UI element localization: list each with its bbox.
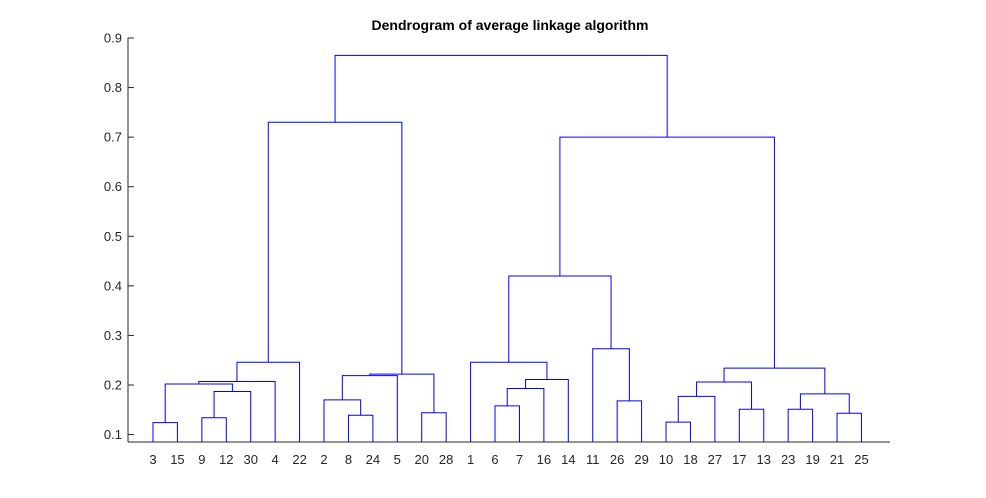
dendrogram-link-m27: [723, 367, 826, 394]
dendrogram-link-m26: [799, 393, 850, 414]
x-tick-label: 5: [394, 452, 401, 467]
y-tick-label: 0.4: [104, 278, 122, 293]
x-tick-label: 11: [586, 452, 600, 467]
dendrogram-link-m13: [494, 405, 520, 442]
dendrogram-link-m16: [470, 361, 548, 442]
dendrogram-link-m22: [738, 408, 765, 442]
dendrogram-link-m12: [267, 121, 403, 375]
dendrogram-link-m10: [421, 412, 447, 442]
dendrogram-link-m23: [696, 381, 753, 410]
dendrogram-link-m18: [592, 348, 630, 442]
y-tick-label: 0.1: [104, 427, 122, 442]
y-tick-label: 0.9: [104, 31, 122, 46]
x-tick-label: 16: [537, 452, 551, 467]
x-tick-label: 23: [781, 452, 795, 467]
dendrogram-link-m3: [213, 390, 252, 442]
x-tick-label: 2: [320, 452, 327, 467]
dendrogram-link-m11: [369, 373, 435, 413]
x-tick-label: 27: [708, 452, 722, 467]
dendrogram-link-m5: [198, 381, 276, 442]
x-tick-label: 22: [292, 452, 306, 467]
dendrogram-link-m28: [559, 136, 775, 369]
y-tick-label: 0.3: [104, 328, 122, 343]
x-tick-label: 29: [634, 452, 648, 467]
y-tick-labels: 0.1 0.2 0.3 0.4 0.5 0.6 0.7 0.8 0.9: [104, 31, 122, 443]
dendrogram-link-m6: [236, 361, 301, 442]
x-tick-label: 7: [516, 452, 523, 467]
dendrogram-link-m17: [616, 400, 643, 442]
x-tick-label: 18: [683, 452, 697, 467]
x-tick-label: 8: [345, 452, 352, 467]
dendrogram-link-m24: [787, 408, 814, 442]
dendrogram-link-m9: [341, 375, 398, 442]
dendrogram-link-m1: [152, 422, 178, 442]
x-tick-label: 20: [414, 452, 428, 467]
y-tick-label: 0.7: [104, 130, 122, 145]
x-tick-label: 1: [467, 452, 474, 467]
y-tick-label: 0.8: [104, 80, 122, 95]
x-tick-label: 13: [757, 452, 771, 467]
dendrogram-link-m14: [506, 387, 545, 442]
dendrogram-link-m4: [164, 383, 233, 423]
x-tick-label: 4: [272, 452, 279, 467]
y-tick-label: 0.6: [104, 179, 122, 194]
x-tick-label: 10: [659, 452, 673, 467]
dendrogram-link-m21: [677, 395, 716, 442]
y-tick-label: 0.2: [104, 377, 122, 392]
dendrogram-link-m8: [323, 399, 362, 442]
x-tick-label: 3: [149, 452, 156, 467]
chart-title: Dendrogram of average linkage algorithm: [372, 17, 649, 33]
x-tick-label: 28: [439, 452, 453, 467]
x-tick-label: 17: [732, 452, 746, 467]
x-tick-labels: 3 15 9 12 30 4 22 2 8 24 5 20 28 1 6 7 16 14 11 26 29 10 18 27 1…: [149, 452, 868, 467]
x-tick-label: 25: [854, 452, 868, 467]
x-tick-label: 21: [830, 452, 844, 467]
x-tick-label: 24: [366, 452, 380, 467]
dendrogram-links: [152, 54, 862, 442]
x-tick-label: 15: [170, 452, 184, 467]
x-tick-label: 9: [198, 452, 205, 467]
x-tick-label: 6: [491, 452, 498, 467]
x-tick-label: 26: [610, 452, 624, 467]
x-tick-label: 14: [561, 452, 575, 467]
dendrogram-link-m20: [665, 421, 691, 442]
y-tick-label: 0.5: [104, 229, 122, 244]
dendrogram-link-m7: [347, 414, 374, 442]
x-tick-label: 30: [243, 452, 257, 467]
x-tick-label: 12: [219, 452, 233, 467]
dendrogram-link-m29: [334, 54, 668, 138]
dendrogram-link-m19: [508, 275, 612, 363]
x-tick-label: 19: [805, 452, 819, 467]
axes: [127, 37, 890, 443]
dendrogram-link-m25: [836, 412, 862, 442]
dendrogram-link-m2: [201, 417, 227, 442]
